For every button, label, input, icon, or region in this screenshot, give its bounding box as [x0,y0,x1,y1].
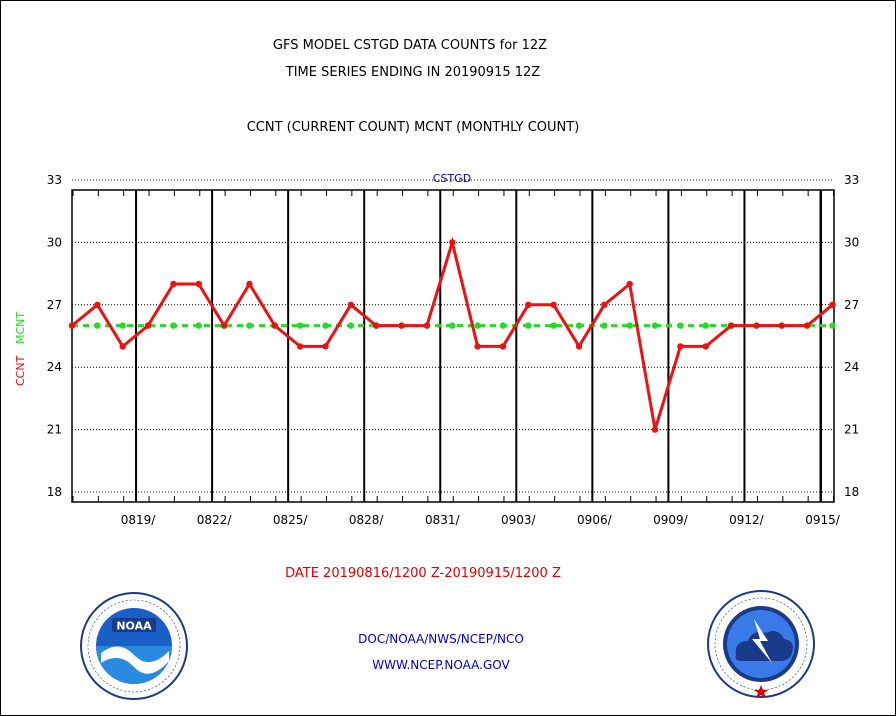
data-point-ccnt [271,322,278,329]
data-point-ccnt [727,322,735,329]
x-tick-label: 0825/ [273,513,309,527]
y-tick-label-left: 33 [47,173,62,187]
x-tick-label: 0912/ [729,513,765,527]
data-point-mcnt [449,322,456,329]
data-point-mcnt [347,322,355,329]
data-point-ccnt [474,343,481,350]
data-point-ccnt [702,343,709,350]
data-point-ccnt [195,280,202,288]
data-point-ccnt [246,280,253,288]
x-tick-label: 0903/ [501,513,537,527]
data-point-ccnt [322,343,329,350]
noaa-logo-icon: NOAA [80,592,188,700]
data-point-ccnt [119,343,126,350]
y-tick-label-right: 30 [844,235,859,249]
data-point-mcnt [296,322,304,329]
data-point-ccnt [803,322,811,329]
data-point-mcnt [626,322,633,329]
data-point-ccnt [753,322,760,329]
y-tick-label-left: 27 [47,298,62,312]
y-tick-label-right: 18 [844,485,859,499]
y-tick-label-right: 24 [844,360,859,374]
y-tick-label-left: 30 [47,235,62,249]
data-point-mcnt [119,322,126,329]
x-tick-label: 0828/ [349,513,385,527]
data-point-mcnt [525,322,532,329]
data-point-mcnt [246,322,253,329]
y-tick-label-left: 21 [47,423,62,437]
data-point-ccnt [651,426,659,433]
x-tick-label: 0819/ [121,513,157,527]
data-point-mcnt [474,322,481,329]
nws-logo-icon [707,590,815,698]
x-tick-label: 0831/ [425,513,461,527]
plot-title: CSTGD [432,172,472,185]
y-tick-label-left: 18 [47,485,62,499]
data-point-mcnt [575,322,583,329]
chart-title-line2: TIME SERIES ENDING IN 20190915 12Z [285,65,541,80]
data-point-ccnt [373,322,380,329]
data-point-mcnt [651,322,659,329]
data-point-ccnt [296,343,304,350]
x-tick-label: 0906/ [577,513,613,527]
data-point-mcnt [94,322,101,329]
data-point-ccnt [94,301,101,308]
data-point-ccnt [423,322,431,329]
data-point-mcnt [170,322,177,329]
data-point-ccnt [575,343,583,350]
data-point-mcnt [195,322,202,329]
data-point-ccnt [626,280,633,288]
y-tick-label-right: 27 [844,298,859,312]
data-point-ccnt [144,322,152,329]
data-point-ccnt [170,280,177,288]
data-point-ccnt [347,301,355,308]
data-point-ccnt [525,301,532,308]
data-point-ccnt [499,343,507,350]
credit-line-1: DOC/NOAA/NWS/NCEP/NCO [358,632,524,646]
data-point-ccnt [778,322,785,329]
chart-title: GFS MODEL CSTGD DATA COUNTS for 12Z [272,38,548,53]
data-point-ccnt [829,301,836,308]
data-point-mcnt [550,322,557,329]
date-range: DATE 20190816/1200 Z-20190915/1200 Z [285,566,561,581]
data-point-ccnt [398,322,405,329]
series-line-ccnt [71,236,834,431]
data-point-mcnt [702,322,709,329]
data-point-ccnt [68,322,76,329]
plot-area [71,189,835,503]
data-point-mcnt [601,322,608,329]
data-point-ccnt [550,301,557,308]
data-point-mcnt [829,322,836,329]
data-point-ccnt [601,301,608,308]
y-tick-label-left: 24 [47,360,62,374]
data-point-mcnt [677,322,684,329]
y-tick-label-right: 33 [844,173,859,187]
data-point-mcnt [322,322,329,329]
x-tick-label: 0915/ [805,513,841,527]
data-point-ccnt [677,343,684,350]
data-point-ccnt [220,322,228,329]
noaa-logo-text: NOAA [116,620,152,633]
chart-subtitle: CCNT (CURRENT COUNT) MCNT (MONTHLY COUNT… [246,120,580,135]
x-tick-label: 0909/ [653,513,689,527]
data-point-mcnt [499,322,507,329]
y-tick-label-right: 21 [844,423,859,437]
credit-line-2: WWW.NCEP.NOAA.GOV [372,658,510,672]
data-point-ccnt [449,239,456,246]
x-tick-label: 0822/ [197,513,233,527]
